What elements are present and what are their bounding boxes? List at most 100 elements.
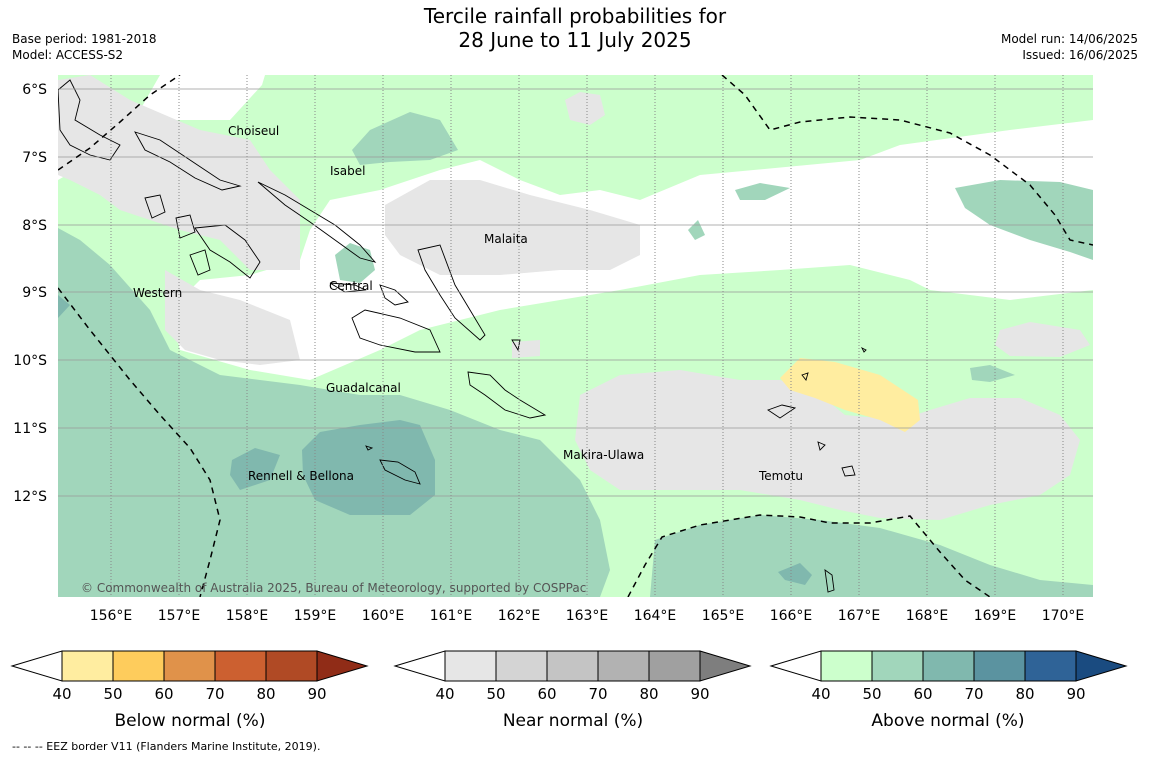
lon-label: 159°E xyxy=(294,608,337,624)
near-normal-region xyxy=(995,322,1090,357)
lon-label: 157°E xyxy=(158,608,201,624)
model-run: Model run: 14/06/2025 xyxy=(1000,32,1138,46)
colorbar-segment xyxy=(546,650,599,682)
meta-left: Base period: 1981-2018 Model: ACCESS-S2 xyxy=(12,31,157,63)
above-normal-region xyxy=(778,563,812,585)
province-label-makira-ulawa: Makira-Ulawa xyxy=(563,448,644,462)
colorbar-tick: 80 xyxy=(1015,685,1034,703)
lon-label: 164°E xyxy=(634,608,677,624)
colorbar-segment xyxy=(316,650,369,682)
colorbar-label: Below normal (%) xyxy=(115,711,266,731)
colorbar-segment xyxy=(112,650,165,682)
lon-label: 170°E xyxy=(1042,608,1085,624)
lat-label: 10°S xyxy=(13,353,47,369)
above-normal-region xyxy=(650,515,1093,597)
colorbar-segment xyxy=(922,650,975,682)
colorbar-tick: 80 xyxy=(256,685,275,703)
above-normal-region xyxy=(352,112,458,165)
lat-label: 11°S xyxy=(13,421,47,437)
island-outlines xyxy=(58,79,867,593)
province-label-choiseul: Choiseul xyxy=(228,124,279,138)
colorbar-segment xyxy=(214,650,267,682)
colorbar-segment xyxy=(163,650,216,682)
colorbar-segment xyxy=(1075,650,1128,682)
colorbar-label: Near normal (%) xyxy=(503,711,643,731)
colorbar-tick: 90 xyxy=(1066,685,1085,703)
grid-lines xyxy=(58,75,1093,597)
colorbar-segment xyxy=(10,650,63,682)
province-labels: Choiseul Isabel Malaita Central Western … xyxy=(133,124,803,483)
lon-label: 166°E xyxy=(770,608,813,624)
province-label-temotu: Temotu xyxy=(758,469,803,483)
near-normal-region xyxy=(385,180,640,275)
lat-label: 7°S xyxy=(22,150,47,166)
chart-title: Tercile rainfall probabilities for 28 Ju… xyxy=(0,4,1150,52)
colorbar-below-normal: 40 50 60 70 80 90 Below normal (%) xyxy=(10,650,369,731)
lon-label: 162°E xyxy=(498,608,541,624)
above-normal-region xyxy=(58,485,72,492)
meta-right: Model run: 14/06/2025 Issued: 16/06/2025 xyxy=(1001,31,1138,63)
above-normal-region xyxy=(688,220,705,240)
colorbar-segment xyxy=(1024,650,1077,682)
colorbar-segment xyxy=(444,650,497,682)
eez-border-legend: -- -- -- EEZ border V11 (Flanders Marine… xyxy=(12,740,321,753)
near-normal-region xyxy=(565,92,605,125)
title-line-2: 28 June to 11 July 2025 xyxy=(458,28,692,52)
colorbar-segment xyxy=(393,650,446,682)
colorbar-segment xyxy=(597,650,650,682)
model-name: Model: ACCESS-S2 xyxy=(12,48,124,62)
copyright-notice: © Commonwealth of Australia 2025, Bureau… xyxy=(81,581,586,595)
colorbar-segment xyxy=(61,650,114,682)
lon-label: 163°E xyxy=(566,608,609,624)
colorbar-near-normal: 40 50 60 70 80 90 Near normal (%) xyxy=(393,650,752,731)
lat-label: 8°S xyxy=(22,218,47,234)
colorbar-segment xyxy=(871,650,924,682)
province-label-central: Central xyxy=(329,279,373,293)
colorbar-tick: 60 xyxy=(154,685,173,703)
near-normal-region xyxy=(58,75,300,270)
near-normal-region xyxy=(512,340,540,358)
above-normal-region xyxy=(302,420,435,515)
colorbar-segment xyxy=(769,650,822,682)
lon-label: 160°E xyxy=(362,608,405,624)
near-normal-region xyxy=(165,270,300,365)
lon-label: 158°E xyxy=(226,608,269,624)
lon-label: 167°E xyxy=(838,608,881,624)
province-label-guadalcanal: Guadalcanal xyxy=(326,381,401,395)
above-normal-region xyxy=(735,183,790,200)
colorbar-segment xyxy=(820,650,873,682)
colorbar-tick: 40 xyxy=(811,685,830,703)
lon-label: 161°E xyxy=(430,608,473,624)
colorbar-tick: 70 xyxy=(964,685,983,703)
colorbar-tick: 80 xyxy=(639,685,658,703)
colorbar-tick: 40 xyxy=(435,685,454,703)
lat-label: 6°S xyxy=(22,82,47,98)
near-normal-region xyxy=(575,370,1080,520)
above-normal-region xyxy=(58,295,70,318)
colorbar-tick: 60 xyxy=(913,685,932,703)
colorbar-tick: 60 xyxy=(537,685,556,703)
above-normal-region xyxy=(955,180,1093,260)
above-normal-region xyxy=(230,448,280,490)
lon-label: 165°E xyxy=(702,608,745,624)
colorbar-segment xyxy=(973,650,1026,682)
lon-label: 156°E xyxy=(90,608,133,624)
lon-label: 168°E xyxy=(906,608,949,624)
issued-date: Issued: 16/06/2025 xyxy=(1022,48,1138,62)
colorbar-tick: 90 xyxy=(307,685,326,703)
below-normal-region xyxy=(780,358,920,432)
latitude-labels: 6°S 7°S 8°S 9°S 10°S 11°S 12°S xyxy=(13,82,47,505)
lon-label: 169°E xyxy=(974,608,1017,624)
colorbar-tick: 70 xyxy=(588,685,607,703)
base-period: Base period: 1981-2018 xyxy=(12,32,157,46)
colorbar-segment xyxy=(648,650,701,682)
eez-border xyxy=(58,75,1093,597)
colorbar-above-normal: 40 50 60 70 80 90 Above normal (%) xyxy=(769,650,1128,731)
lat-label: 9°S xyxy=(22,285,47,301)
province-label-malaita: Malaita xyxy=(484,232,528,246)
above-normal-region xyxy=(58,228,610,597)
colorbar-segment xyxy=(699,650,752,682)
colorbar-tick: 50 xyxy=(486,685,505,703)
colorbar-tick: 50 xyxy=(103,685,122,703)
